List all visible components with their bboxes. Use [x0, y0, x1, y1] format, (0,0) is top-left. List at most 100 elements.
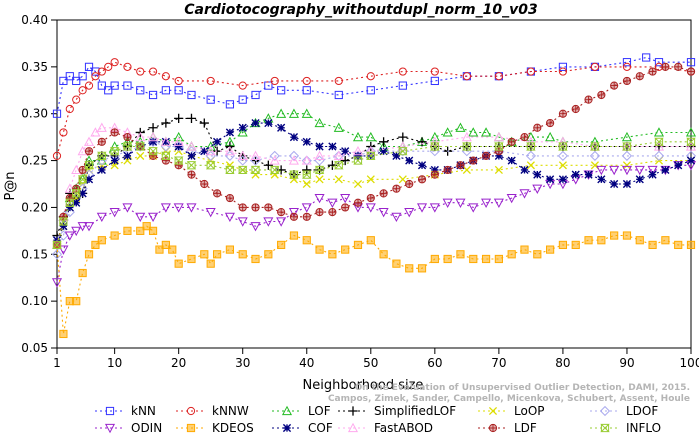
data-point-KDEOS [174, 259, 183, 268]
data-point-LoOP [462, 165, 471, 175]
data-point-kNNW [161, 72, 170, 81]
data-point-kNNW [526, 67, 535, 76]
data-point-ODIN [468, 203, 479, 213]
data-point-FastABOD [269, 155, 280, 165]
data-point-kNN [148, 90, 158, 100]
data-point-kNNW [136, 67, 145, 76]
data-point-COF [341, 147, 350, 156]
data-point-KDEOS [213, 250, 222, 259]
data-point-KDEOS [251, 254, 260, 264]
data-point-KDEOS [78, 268, 87, 278]
data-point-LDF [610, 81, 619, 90]
data-point-INFLO [526, 142, 536, 151]
data-point-ODIN [135, 212, 146, 223]
data-point-LDF [315, 208, 324, 217]
data-point-ODIN [224, 212, 235, 223]
data-point-COF [686, 156, 696, 165]
data-point-ODIN [416, 203, 428, 213]
data-point-COF [571, 170, 580, 179]
marker-cross [482, 152, 490, 160]
legend-label: LOF [308, 404, 331, 418]
data-point-LOF [468, 127, 479, 137]
data-point-kNN [238, 95, 247, 104]
marker-cross [559, 110, 567, 118]
marker-cross [636, 72, 644, 80]
data-point-ODIN [51, 278, 63, 288]
y-tick-label: 0.10 [21, 294, 48, 308]
marker-cross [187, 171, 196, 179]
legend-item-LDF: LDF [478, 421, 537, 434]
data-point-KDEOS [366, 236, 375, 245]
data-point-LDF [674, 62, 683, 71]
data-point-INFLO [65, 198, 75, 207]
data-point-ODIN [160, 203, 171, 213]
data-point-INFLO [462, 142, 472, 151]
data-point-FastABOD [135, 131, 146, 142]
data-point-FastABOD [557, 136, 568, 146]
data-point-COF [238, 123, 247, 132]
data-point-kNNW [430, 67, 439, 76]
legend-marker [104, 423, 116, 434]
data-point-KDEOS [648, 240, 657, 250]
data-point-LOF [333, 122, 344, 132]
data-point-LDF [469, 156, 478, 165]
data-point-COF [65, 203, 74, 212]
data-point-KDEOS [84, 250, 94, 259]
data-point-kNN [84, 62, 94, 71]
data-point-FastABOD [148, 131, 159, 142]
data-point-LDF [161, 156, 170, 165]
data-point-ODIN [173, 203, 184, 213]
legend-marker [599, 405, 611, 417]
data-point-KDEOS [507, 250, 516, 259]
data-point-kNN [398, 81, 407, 90]
data-point-KDEOS [405, 264, 414, 273]
legend-label: ODIN [131, 421, 162, 434]
data-point-SimplifiedLOF [379, 137, 389, 147]
data-point-ODIN [378, 208, 389, 218]
marker-cross [572, 105, 580, 113]
data-point-LoOP [366, 175, 375, 184]
data-point-COF [315, 142, 324, 151]
data-point-ODIN [64, 231, 75, 241]
data-point-COF [674, 161, 683, 170]
data-point-LDF [251, 203, 260, 212]
legend-item-LoOP: LoOP [478, 404, 545, 418]
x-tick-label: 20 [171, 356, 186, 370]
data-point-ODIN [493, 198, 504, 208]
data-point-INFLO [590, 142, 600, 151]
data-point-FastABOD [250, 150, 261, 160]
data-point-INFLO [186, 161, 197, 170]
data-point-kNNW [398, 67, 407, 76]
data-point-KDEOS [661, 236, 670, 245]
data-point-kNNW [123, 62, 132, 71]
data-point-LDF [72, 184, 81, 193]
data-point-LDF [417, 175, 427, 184]
data-point-LDF [456, 161, 465, 170]
data-point-LOF [314, 117, 325, 128]
legend-label: KDEOS [212, 421, 254, 434]
data-point-ODIN [301, 203, 312, 213]
data-point-kNN [686, 58, 696, 67]
data-point-LDF [225, 193, 235, 203]
data-point-INFLO [122, 142, 133, 151]
data-point-INFLO [225, 165, 235, 175]
data-point-ODIN [481, 198, 492, 208]
legend-item-FastABOD: FastABOD [338, 421, 433, 434]
data-point-kNNW [494, 72, 503, 81]
legend-item-LDOF: LDOF [590, 404, 658, 418]
legend-marker [348, 406, 358, 416]
marker-cross [354, 199, 362, 207]
marker-cross [290, 213, 298, 221]
data-point-INFLO [173, 156, 184, 165]
y-tick-label: 0.25 [21, 154, 48, 168]
data-point-INFLO [205, 161, 216, 170]
series-line-LOF [56, 113, 691, 246]
data-point-FastABOD [397, 141, 408, 151]
legend-marker [105, 406, 115, 416]
data-point-FastABOD [653, 141, 665, 151]
data-point-LoOP [622, 161, 632, 170]
series-line-LDOF [56, 141, 691, 255]
data-point-FastABOD [429, 136, 440, 146]
legend-item-KDEOS: KDEOS [176, 421, 254, 434]
